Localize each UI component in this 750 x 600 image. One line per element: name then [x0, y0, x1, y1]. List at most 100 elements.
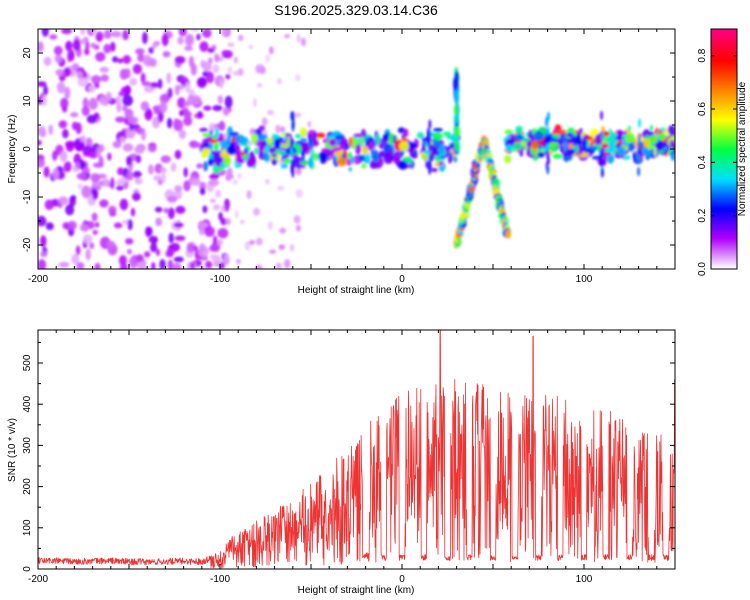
streak-blob: [428, 119, 432, 129]
band-blob: [383, 151, 394, 164]
noise-speckle: [79, 224, 89, 232]
noise-speckle: [175, 205, 186, 214]
noise-speckle: [94, 262, 101, 269]
band-blob: [416, 132, 425, 139]
noise-speckle: [248, 44, 254, 49]
y-tick-label: 400: [22, 395, 33, 412]
y-tick-label: 0: [22, 146, 33, 152]
colorbar-step: [711, 65, 737, 68]
band-blob: [328, 138, 337, 147]
colorbar-step: [711, 175, 737, 178]
band-blob: [574, 144, 579, 154]
noise-speckle: [135, 154, 142, 164]
colorbar-step: [711, 29, 737, 32]
noise-speckle: [59, 150, 68, 162]
colorbar-step: [711, 127, 737, 130]
noise-speckle: [92, 162, 104, 168]
noise-speckle: [213, 235, 218, 245]
streak-blob: [290, 147, 294, 157]
colorbar-step: [711, 53, 737, 56]
band-blob: [301, 150, 305, 162]
colorbar-step: [711, 129, 737, 132]
noise-speckle: [213, 204, 221, 211]
band-blob: [339, 143, 345, 149]
noise-speckle: [75, 162, 81, 169]
colorbar-step: [711, 151, 737, 154]
band-blob: [235, 153, 243, 164]
colorbar-step: [711, 135, 737, 138]
band-blob: [393, 157, 400, 163]
noise-speckle: [237, 173, 242, 179]
noise-speckle: [140, 101, 150, 111]
noise-speckle: [105, 91, 112, 102]
band-blob: [375, 134, 381, 145]
band-blob: [355, 143, 362, 155]
colorbar-step: [711, 249, 737, 252]
colorbar-step: [711, 123, 737, 126]
noise-speckle: [134, 177, 143, 185]
band-blob: [573, 132, 577, 137]
noise-speckle: [269, 249, 277, 254]
band-blob: [258, 125, 266, 132]
band-blob: [298, 141, 310, 152]
band-blob: [585, 135, 593, 141]
noise-speckle: [178, 129, 187, 139]
colorbar-step: [711, 171, 737, 174]
noise-speckle: [147, 144, 157, 153]
noise-speckle: [75, 245, 81, 256]
noise-speckle: [148, 235, 159, 244]
noise-speckle: [155, 248, 161, 256]
colorbar-step: [711, 143, 737, 146]
y-tick-label: 200: [22, 478, 33, 495]
band-blob: [218, 136, 224, 142]
colorbar-step: [711, 77, 737, 80]
x-tick-label: -100: [210, 274, 230, 285]
band-blob: [406, 142, 418, 149]
streak-blob: [455, 140, 460, 152]
band-blob: [346, 158, 352, 166]
noise-speckle: [278, 244, 285, 251]
noise-speckle: [255, 264, 263, 269]
noise-speckle: [196, 77, 207, 88]
noise-speckle: [41, 29, 49, 37]
band-blob: [264, 153, 270, 163]
noise-speckle: [190, 178, 202, 186]
spectrogram-xlabel: Height of straight line (km): [298, 285, 415, 296]
noise-speckle: [249, 240, 255, 245]
noise-speckle: [126, 156, 133, 166]
noise-speckle: [38, 81, 47, 87]
colorbar-step: [711, 109, 737, 112]
colorbar-step: [711, 205, 737, 208]
colorbar-step: [711, 199, 737, 202]
colorbar-step: [711, 177, 737, 180]
noise-speckle: [132, 170, 142, 178]
noise-speckle: [161, 171, 166, 184]
colorbar-step: [711, 195, 737, 198]
y-tick-label: 500: [22, 354, 33, 371]
colorbar-step: [711, 259, 737, 262]
noise-speckle: [220, 218, 228, 226]
colorbar-step: [711, 141, 737, 144]
band-blob: [199, 127, 209, 133]
noise-speckle: [122, 105, 128, 112]
streak-blob: [310, 140, 314, 150]
noise-speckle: [122, 94, 133, 107]
noise-speckle: [208, 179, 220, 187]
streak-blob: [546, 126, 550, 136]
noise-speckle: [155, 217, 163, 227]
noise-speckle: [256, 82, 263, 88]
noise-speckle: [129, 77, 138, 86]
noise-speckle: [196, 33, 201, 41]
noise-speckle: [95, 222, 100, 228]
noise-speckle: [202, 205, 208, 214]
colorbar-step: [711, 233, 737, 236]
snr-panel: -200 -100 0 100 0 100 200 300 400 500 Height of s…: [7, 329, 676, 596]
noise-speckle: [183, 116, 193, 126]
y-tick-label: 100: [22, 519, 33, 536]
band-blob: [449, 151, 453, 162]
band-blob: [319, 152, 327, 164]
colorbar-step: [711, 181, 737, 184]
colorbar-step: [711, 33, 737, 36]
noise-speckle: [119, 198, 129, 211]
noise-speckle: [129, 122, 135, 131]
